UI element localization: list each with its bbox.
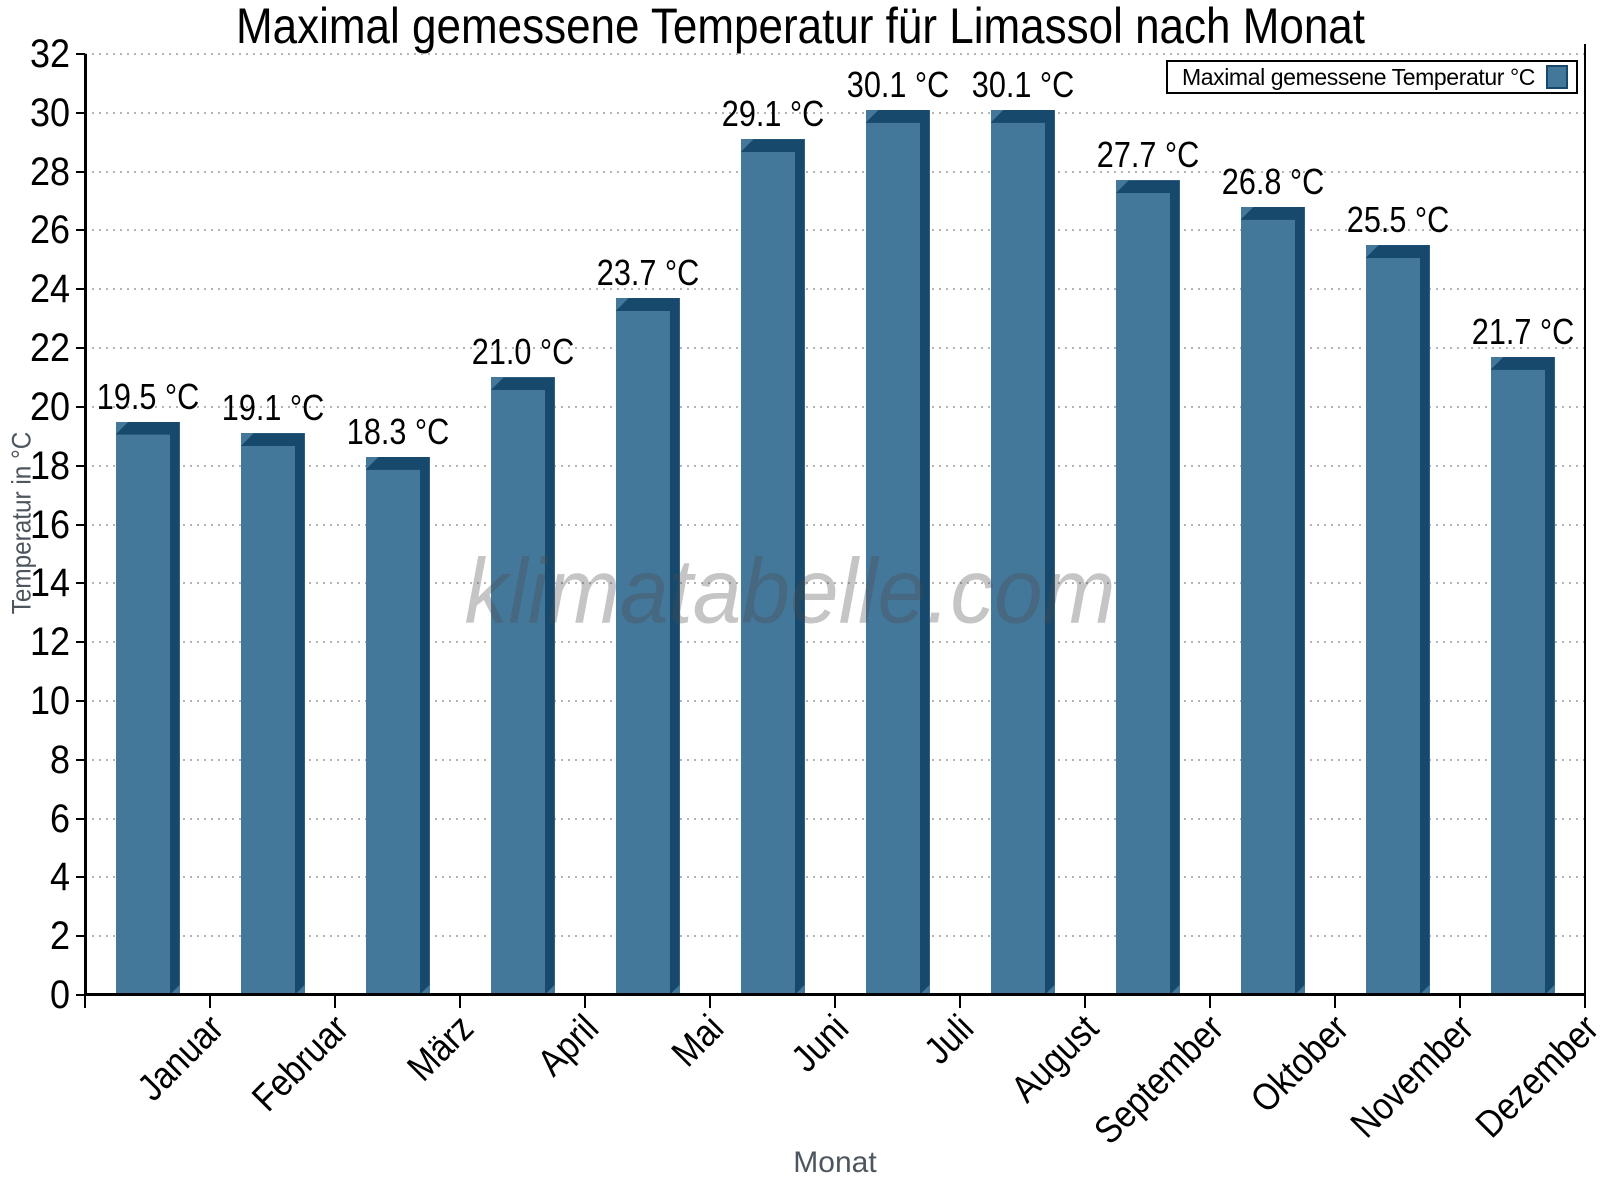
gridline-14: [85, 582, 1585, 585]
y-tick-26: [76, 229, 85, 232]
bar-september: [1115, 180, 1180, 995]
x-tick-0: [84, 996, 86, 1008]
x-tick-1: [209, 996, 211, 1008]
gridline-18: [85, 464, 1585, 467]
x-tick-2: [334, 996, 336, 1008]
bar-dezember: [1490, 356, 1555, 995]
bar-value-label: 23.7 °C: [596, 252, 699, 294]
y-tick-label-0: 0: [49, 973, 70, 1017]
y-tick-30: [76, 111, 85, 114]
x-tick-9: [1209, 996, 1211, 1008]
x-tick-8: [1084, 996, 1086, 1008]
bar-februar: [240, 433, 305, 995]
x-tick-12: [1584, 996, 1586, 1008]
gridline-16: [85, 523, 1585, 526]
y-tick-label-16: 16: [29, 502, 71, 547]
y-tick-label-10: 10: [29, 678, 71, 723]
y-tick-label-6: 6: [49, 796, 70, 841]
y-tick-20: [76, 405, 85, 408]
bar-november: [1365, 245, 1430, 995]
y-tick-2: [76, 935, 85, 938]
bar-value-label: 19.5 °C: [96, 375, 199, 417]
y-tick-18: [76, 464, 85, 467]
y-tick-label-4: 4: [49, 855, 70, 900]
gridline-2: [85, 935, 1585, 938]
x-tick-10: [1334, 996, 1336, 1008]
gridline-30: [85, 111, 1585, 114]
gridline-24: [85, 288, 1585, 291]
y-tick-16: [76, 523, 85, 526]
bar-januar: [115, 421, 180, 995]
x-tick-5: [709, 996, 711, 1008]
bar-value-label: 19.1 °C: [221, 387, 324, 429]
y-tick-label-22: 22: [29, 326, 71, 371]
gridline-10: [85, 699, 1585, 702]
bar-value-label: 27.7 °C: [1096, 134, 1199, 176]
x-tick-6: [834, 996, 836, 1008]
y-tick-label-30: 30: [29, 90, 71, 135]
bar-juni: [740, 139, 805, 995]
gridline-12: [85, 641, 1585, 644]
bar-april: [490, 377, 555, 995]
plot-right-border: [1584, 44, 1586, 996]
bar-value-label: 25.5 °C: [1346, 199, 1449, 241]
y-tick-12: [76, 641, 85, 644]
y-tick-14: [76, 582, 85, 585]
y-tick-24: [76, 288, 85, 291]
bar-oktober: [1240, 206, 1305, 995]
y-tick-4: [76, 876, 85, 879]
y-tick-10: [76, 699, 85, 702]
gridline-8: [85, 758, 1585, 761]
y-tick-6: [76, 817, 85, 820]
watermark: klimatabelle.com: [464, 540, 1116, 643]
bar-value-label: 26.8 °C: [1221, 160, 1324, 202]
gridline-28: [85, 170, 1585, 173]
y-tick-label-8: 8: [49, 737, 70, 782]
y-tick-label-2: 2: [49, 914, 70, 959]
y-tick-label-26: 26: [29, 208, 71, 253]
y-tick-28: [76, 170, 85, 173]
x-tick-3: [459, 996, 461, 1008]
x-axis-line: [84, 993, 1586, 996]
bar-value-label: 21.0 °C: [471, 331, 574, 373]
y-tick-0: [76, 994, 85, 996]
x-tick-4: [584, 996, 586, 1008]
gridline-20: [85, 405, 1585, 408]
gridline-26: [85, 229, 1585, 232]
y-tick-22: [76, 347, 85, 350]
y-tick-label-28: 28: [29, 149, 71, 194]
legend-color-swatch: [1546, 65, 1568, 89]
y-axis-line: [84, 54, 87, 996]
gridline-32: [85, 53, 1585, 55]
y-tick-32: [76, 53, 85, 55]
bar-value-label: 30.1 °C: [846, 63, 949, 105]
bar-mai: [615, 298, 680, 995]
x-tick-7: [959, 996, 961, 1008]
y-tick-label-14: 14: [29, 561, 71, 606]
y-tick-8: [76, 758, 85, 761]
legend-label: Maximal gemessene Temperatur °C: [1181, 63, 1535, 90]
gridline-6: [85, 817, 1585, 820]
bar-value-label: 18.3 °C: [346, 410, 449, 452]
bar-august: [990, 109, 1055, 995]
y-tick-label-18: 18: [29, 443, 71, 488]
bar-value-label: 30.1 °C: [971, 63, 1074, 105]
x-axis-title: Monat: [793, 1146, 877, 1179]
bar-value-label: 21.7 °C: [1471, 310, 1574, 352]
bar-value-label: 29.1 °C: [721, 93, 824, 135]
bar-juli: [865, 109, 930, 995]
y-tick-label-32: 32: [29, 32, 71, 76]
y-tick-label-24: 24: [29, 267, 71, 312]
gridline-4: [85, 876, 1585, 879]
x-tick-11: [1459, 996, 1461, 1008]
y-tick-label-12: 12: [29, 620, 71, 665]
y-tick-label-20: 20: [29, 384, 71, 429]
plot-area: [85, 53, 1585, 995]
gridline-22: [85, 347, 1585, 350]
chart-title: Maximal gemessene Temperatur für Limasso…: [235, 0, 1365, 54]
bar-märz: [365, 456, 430, 995]
legend: Maximal gemessene Temperatur °C: [1165, 60, 1578, 94]
